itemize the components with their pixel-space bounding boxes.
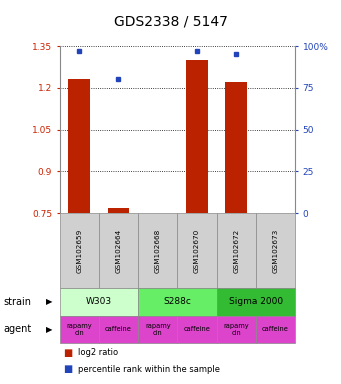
Text: ▶: ▶	[46, 325, 53, 334]
Text: Sigma 2000: Sigma 2000	[229, 297, 283, 306]
Text: GSM102659: GSM102659	[76, 228, 82, 273]
Text: rapamy
cin: rapamy cin	[223, 323, 249, 336]
Text: GSM102670: GSM102670	[194, 228, 200, 273]
Bar	[108, 207, 129, 213]
Text: caffeine: caffeine	[105, 326, 132, 333]
Text: rapamy
cin: rapamy cin	[66, 323, 92, 336]
Text: GDS2338 / 5147: GDS2338 / 5147	[114, 14, 227, 28]
Text: percentile rank within the sample: percentile rank within the sample	[78, 365, 220, 374]
Text: ■: ■	[63, 364, 72, 374]
Text: GSM102664: GSM102664	[116, 228, 121, 273]
Text: rapamy
cin: rapamy cin	[145, 323, 170, 336]
Text: strain: strain	[3, 297, 31, 307]
Bar	[69, 79, 90, 213]
Text: agent: agent	[3, 324, 32, 334]
Text: GSM102673: GSM102673	[272, 228, 278, 273]
Bar	[186, 60, 208, 213]
Text: ■: ■	[63, 348, 72, 358]
Text: GSM102672: GSM102672	[233, 228, 239, 273]
Text: log2 ratio: log2 ratio	[78, 348, 119, 358]
Text: caffeine: caffeine	[183, 326, 210, 333]
Text: GSM102668: GSM102668	[155, 228, 161, 273]
Text: W303: W303	[86, 297, 112, 306]
Bar	[225, 82, 247, 213]
Text: ▶: ▶	[46, 297, 53, 306]
Text: S288c: S288c	[163, 297, 191, 306]
Text: caffeine: caffeine	[262, 326, 289, 333]
